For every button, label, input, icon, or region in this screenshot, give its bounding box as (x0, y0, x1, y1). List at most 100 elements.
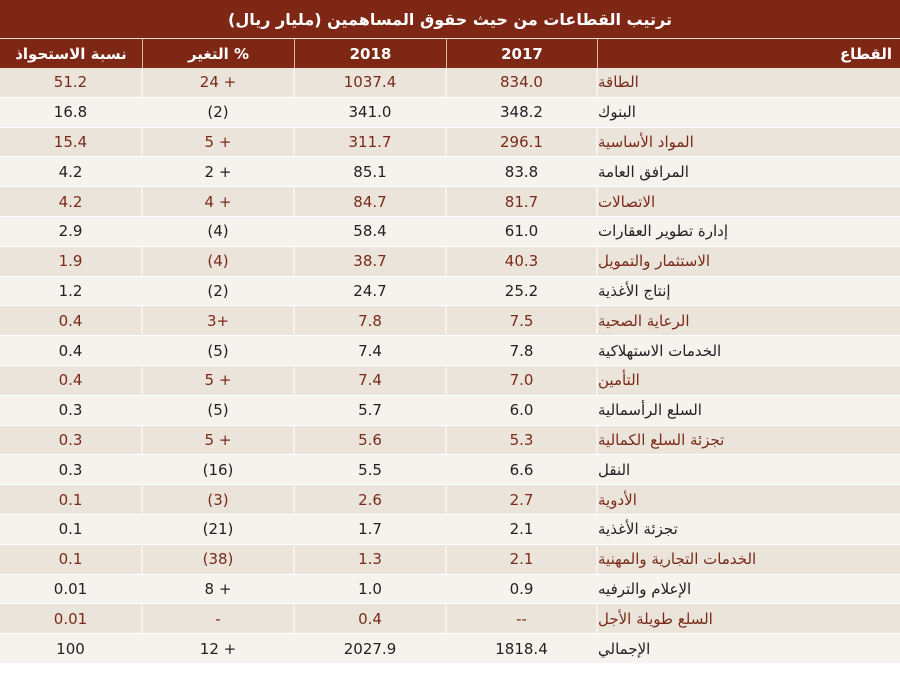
table-row: 0.4 3+ 7.8 7.5 الرعاية الصحية (0, 306, 900, 337)
cell-change: (21) (143, 514, 295, 544)
cell-sector: الخدمات التجارية والمهنية (598, 550, 757, 569)
cell-ratio: 4.2 (0, 187, 143, 216)
cell-y2017: 5.3 (447, 425, 598, 455)
cell-y2017: 834.0 (447, 68, 598, 97)
cell-ratio: 0.01 (0, 574, 143, 604)
cell-change: 8 + (143, 574, 295, 604)
cell-y2017: 61.0 (447, 216, 598, 246)
cell-change: (5) (143, 336, 295, 365)
cell-ratio: 0.3 (0, 425, 143, 455)
cell-y2018: 0.4 (295, 604, 447, 634)
cell-sector: الإجمالي (598, 639, 651, 658)
cell-change: 24 + (143, 68, 295, 97)
cell-ratio: 4.2 (0, 157, 143, 187)
cell-y2018: 5.7 (295, 395, 447, 425)
cell-y2017: 7.8 (447, 336, 598, 365)
cell-ratio: 51.2 (0, 68, 143, 97)
cell-y2018: 1.0 (295, 574, 447, 604)
cell-change: (3) (143, 485, 295, 514)
cell-y2018: 311.7 (295, 127, 447, 157)
header-sector: القطاع (839, 44, 892, 63)
cell-y2017: 348.2 (447, 97, 598, 127)
cell-change: (4) (143, 246, 295, 276)
cell-sector: إدارة تطوير العقارات (598, 222, 728, 241)
cell-change: (4) (143, 216, 295, 246)
cell-y2018: 24.7 (295, 276, 447, 306)
cell-y2017: 81.7 (447, 187, 598, 216)
table-row-total: 100 12 + 2027.9 1818.4 الإجمالي (0, 634, 900, 664)
table-row: 15.4 5 +311.7 296.1 المواد الأساسية (0, 127, 900, 158)
cell-y2018: 5.5 (295, 455, 447, 485)
cell-y2017: 6.0 (447, 395, 598, 425)
header-2018: 2018 (295, 39, 447, 68)
cell-ratio: 1.9 (0, 246, 143, 276)
cell-sector: تجزئة السلع الكمالية (598, 430, 725, 449)
cell-y2017: 83.8 (447, 157, 598, 187)
cell-change: 12 + (143, 634, 295, 663)
cell-y2017: -- (447, 604, 598, 634)
table-body: 51.2 24 +1037.4 834.0 الطاقة 16.8 (2) 341.0 348… (0, 68, 900, 635)
cell-y2017: 6.6 (447, 455, 598, 485)
cell-sector: السلع الرأسمالية (598, 401, 702, 420)
table-row: 4.2 4 +84.7 81.7 الاتصالات (0, 187, 900, 217)
table-row: 16.8 (2) 341.0 348.2 البنوك (0, 97, 900, 128)
cell-sector: الرعاية الصحية (598, 311, 690, 330)
cell-y2018: 58.4 (295, 216, 447, 246)
table-row: 0.01 8 +1.0 0.9 الإعلام والترفيه (0, 574, 900, 605)
table-row: 0.1 (3) 2.6 2.7 الأدوية (0, 485, 900, 515)
table-row: 0.3 (16) 5.5 6.6 النقل (0, 455, 900, 486)
cell-ratio: 16.8 (0, 97, 143, 127)
cell-sector: النقل (598, 460, 631, 479)
cell-ratio: 0.1 (0, 514, 143, 544)
cell-change: 5 + (143, 365, 295, 395)
cell-sector: التأمين (598, 371, 640, 390)
cell-ratio: 0.01 (0, 604, 143, 634)
table-row: 0.3 (5) 5.7 6.0 السلع الرأسمالية (0, 395, 900, 426)
table-row: 0.3 5 +5.6 5.3 تجزئة السلع الكمالية (0, 425, 900, 456)
cell-y2018: 1.7 (295, 514, 447, 544)
cell-change: 2 + (143, 157, 295, 187)
cell-change: (2) (143, 97, 295, 127)
table-row: 0.01-0.4 -- السلع طويلة الأجل (0, 604, 900, 635)
cell-y2017: 2.1 (447, 514, 598, 544)
table-title: ترتيب القطاعات من حيث حقوق المساهمين (مل… (0, 0, 900, 39)
cell-sector: الإعلام والترفيه (598, 579, 692, 598)
cell-change: 5 + (143, 425, 295, 455)
cell-sector: تجزئة الأغذية (598, 520, 678, 539)
cell-ratio: 2.9 (0, 216, 143, 246)
header-ratio: نسبة الاستحواذ (0, 39, 143, 68)
cell-y2017: 7.5 (447, 306, 598, 336)
cell-2017: 1818.4 (447, 634, 598, 663)
cell-ratio: 15.4 (0, 127, 143, 157)
cell-y2018: 2.6 (295, 485, 447, 514)
cell-change: (2) (143, 276, 295, 306)
cell-y2018: 1.3 (295, 544, 447, 574)
cell-change: 3+ (143, 306, 295, 336)
header-change: التغير % (143, 39, 295, 68)
cell-y2017: 0.9 (447, 574, 598, 604)
cell-sector: الطاقة (598, 73, 639, 92)
cell-ratio: 0.4 (0, 306, 143, 336)
table-row: 2.9 (4) 58.4 61.0 إدارة تطوير العقارات (0, 216, 900, 247)
cell-2018: 2027.9 (295, 634, 447, 663)
cell-sector: الاستثمار والتمويل (598, 252, 711, 271)
cell-y2018: 84.7 (295, 187, 447, 216)
cell-ratio: 0.1 (0, 544, 143, 574)
table-row: 0.1 (38) 1.3 2.1 الخدمات التجارية والمهنية (0, 544, 900, 575)
table-row: 0.1 (21) 1.7 2.1 تجزئة الأغذية (0, 514, 900, 545)
cell-sector: إنتاج الأغذية (598, 281, 671, 300)
cell-y2017: 25.2 (447, 276, 598, 306)
cell-y2018: 7.4 (295, 336, 447, 365)
table-row: 0.4 (5) 7.4 7.8 الخدمات الاستهلاكية (0, 336, 900, 366)
cell-ratio: 0.3 (0, 455, 143, 485)
cell-change: (16) (143, 455, 295, 485)
cell-ratio: 0.3 (0, 395, 143, 425)
cell-ratio: 0.4 (0, 336, 143, 365)
cell-y2018: 1037.4 (295, 68, 447, 97)
cell-ratio: 0.4 (0, 365, 143, 395)
cell-y2018: 38.7 (295, 246, 447, 276)
cell-y2018: 341.0 (295, 97, 447, 127)
cell-ratio: 0.1 (0, 485, 143, 514)
table-row: 4.2 2 +85.1 83.8 المرافق العامة (0, 157, 900, 188)
